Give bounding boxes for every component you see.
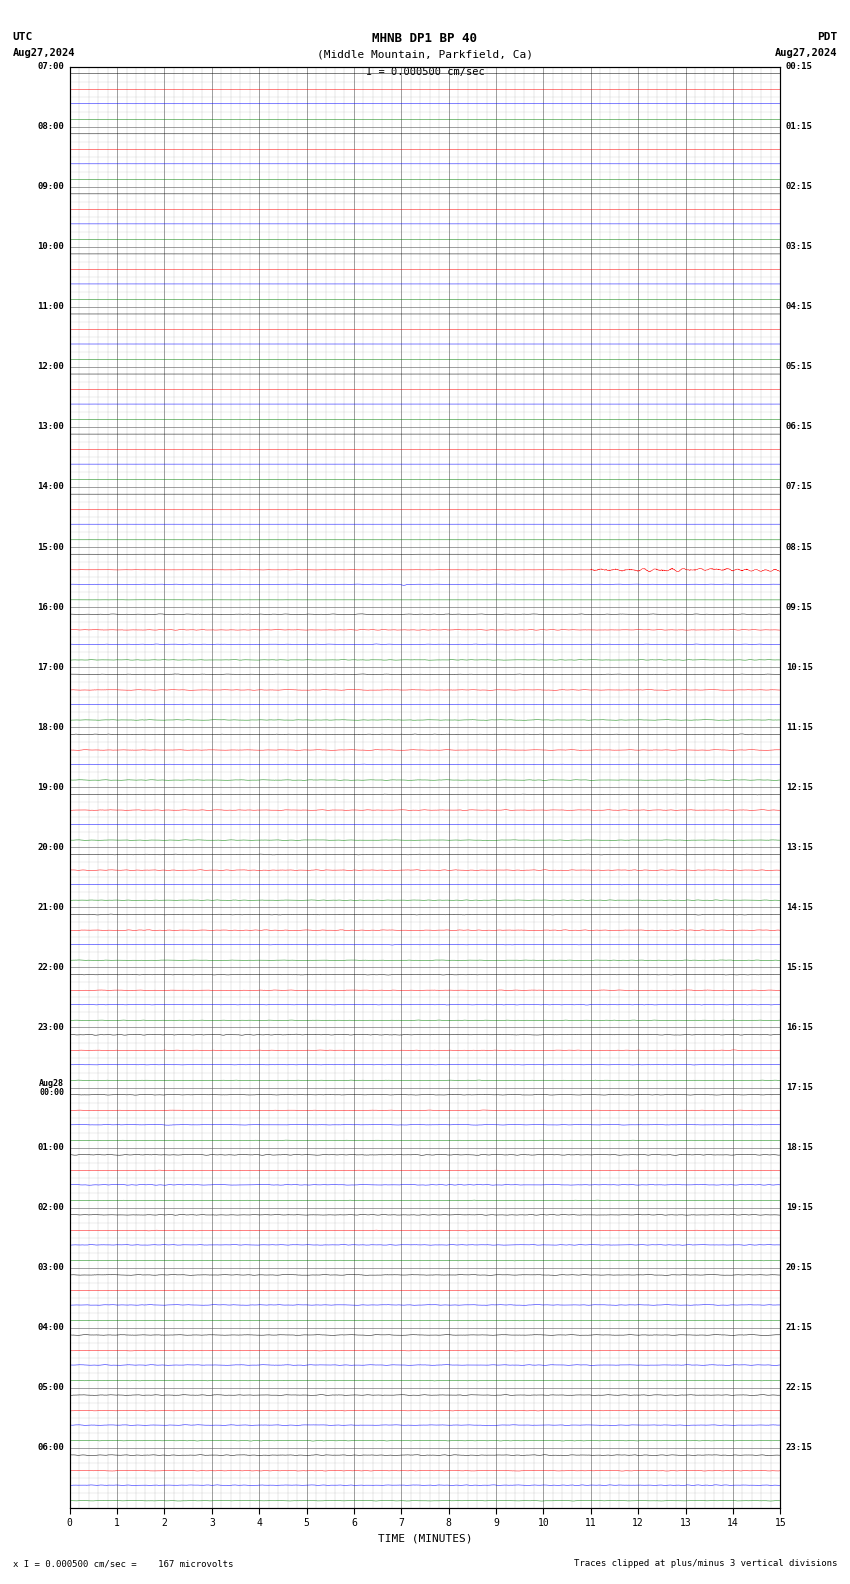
Text: 07:15: 07:15 [786, 483, 813, 491]
Text: Aug28: Aug28 [39, 1079, 64, 1088]
Text: 05:00: 05:00 [37, 1383, 64, 1392]
Text: 15:00: 15:00 [37, 542, 64, 551]
Text: 05:15: 05:15 [786, 363, 813, 371]
Text: UTC: UTC [13, 32, 33, 41]
Text: 12:00: 12:00 [37, 363, 64, 371]
Text: 18:15: 18:15 [786, 1144, 813, 1152]
Text: 04:00: 04:00 [37, 1323, 64, 1332]
Text: 20:15: 20:15 [786, 1262, 813, 1272]
Text: 21:15: 21:15 [786, 1323, 813, 1332]
Text: 20:00: 20:00 [37, 843, 64, 852]
Text: Aug27,2024: Aug27,2024 [13, 48, 76, 57]
Text: 08:15: 08:15 [786, 542, 813, 551]
Text: MHNB DP1 BP 40: MHNB DP1 BP 40 [372, 32, 478, 44]
Text: 22:15: 22:15 [786, 1383, 813, 1392]
Text: 06:00: 06:00 [37, 1443, 64, 1453]
Text: 00:15: 00:15 [786, 62, 813, 71]
Text: 18:00: 18:00 [37, 722, 64, 732]
Text: 03:00: 03:00 [37, 1262, 64, 1272]
Text: 04:15: 04:15 [786, 303, 813, 312]
Text: 12:15: 12:15 [786, 782, 813, 792]
Text: 10:15: 10:15 [786, 662, 813, 672]
Text: 09:00: 09:00 [37, 182, 64, 192]
Text: 07:00: 07:00 [37, 62, 64, 71]
Text: (Middle Mountain, Parkfield, Ca): (Middle Mountain, Parkfield, Ca) [317, 49, 533, 59]
Text: 00:00: 00:00 [39, 1088, 64, 1096]
Text: 02:00: 02:00 [37, 1204, 64, 1212]
Text: 11:15: 11:15 [786, 722, 813, 732]
Text: 16:00: 16:00 [37, 602, 64, 611]
Text: 22:00: 22:00 [37, 963, 64, 973]
Text: 17:00: 17:00 [37, 662, 64, 672]
Text: Traces clipped at plus/minus 3 vertical divisions: Traces clipped at plus/minus 3 vertical … [574, 1559, 837, 1568]
Text: 14:15: 14:15 [786, 903, 813, 912]
Text: 23:00: 23:00 [37, 1023, 64, 1033]
Text: 03:15: 03:15 [786, 242, 813, 252]
Text: 13:00: 13:00 [37, 423, 64, 431]
Text: 11:00: 11:00 [37, 303, 64, 312]
Text: 21:00: 21:00 [37, 903, 64, 912]
Text: I = 0.000500 cm/sec: I = 0.000500 cm/sec [366, 67, 484, 76]
Text: 17:15: 17:15 [786, 1083, 813, 1091]
Text: 13:15: 13:15 [786, 843, 813, 852]
Text: 02:15: 02:15 [786, 182, 813, 192]
Text: Aug27,2024: Aug27,2024 [774, 48, 837, 57]
Text: 01:15: 01:15 [786, 122, 813, 131]
Text: 16:15: 16:15 [786, 1023, 813, 1033]
Text: 14:00: 14:00 [37, 483, 64, 491]
Text: 06:15: 06:15 [786, 423, 813, 431]
Text: 10:00: 10:00 [37, 242, 64, 252]
Text: 01:00: 01:00 [37, 1144, 64, 1152]
Text: 15:15: 15:15 [786, 963, 813, 973]
Text: 08:00: 08:00 [37, 122, 64, 131]
X-axis label: TIME (MINUTES): TIME (MINUTES) [377, 1533, 473, 1544]
Text: PDT: PDT [817, 32, 837, 41]
Text: x I = 0.000500 cm/sec =    167 microvolts: x I = 0.000500 cm/sec = 167 microvolts [13, 1559, 233, 1568]
Text: 19:00: 19:00 [37, 782, 64, 792]
Text: 09:15: 09:15 [786, 602, 813, 611]
Text: 19:15: 19:15 [786, 1204, 813, 1212]
Text: 23:15: 23:15 [786, 1443, 813, 1453]
